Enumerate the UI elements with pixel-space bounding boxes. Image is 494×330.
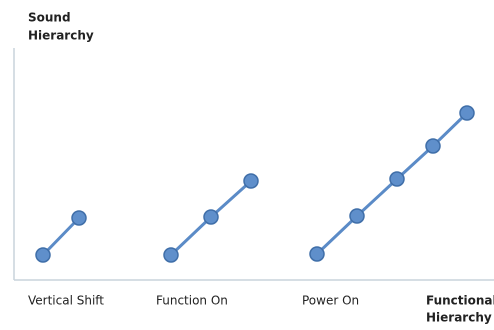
point xyxy=(71,210,87,226)
group-label: Function On xyxy=(156,294,228,308)
point xyxy=(163,247,179,263)
group-label: Power On xyxy=(302,294,359,308)
point xyxy=(243,173,259,189)
x-axis-label: Functional xyxy=(426,294,494,308)
y-axis-label: Hierarchy xyxy=(28,29,94,43)
point xyxy=(459,105,475,121)
point xyxy=(309,246,325,262)
point xyxy=(349,208,365,224)
group-label: Vertical Shift xyxy=(28,294,104,308)
y-axis-label: Sound xyxy=(28,11,71,25)
point xyxy=(35,247,51,263)
point xyxy=(203,209,219,225)
connector xyxy=(41,216,81,257)
point xyxy=(389,171,405,187)
x-axis-label: Hierarchy xyxy=(426,311,492,325)
point xyxy=(425,138,441,154)
